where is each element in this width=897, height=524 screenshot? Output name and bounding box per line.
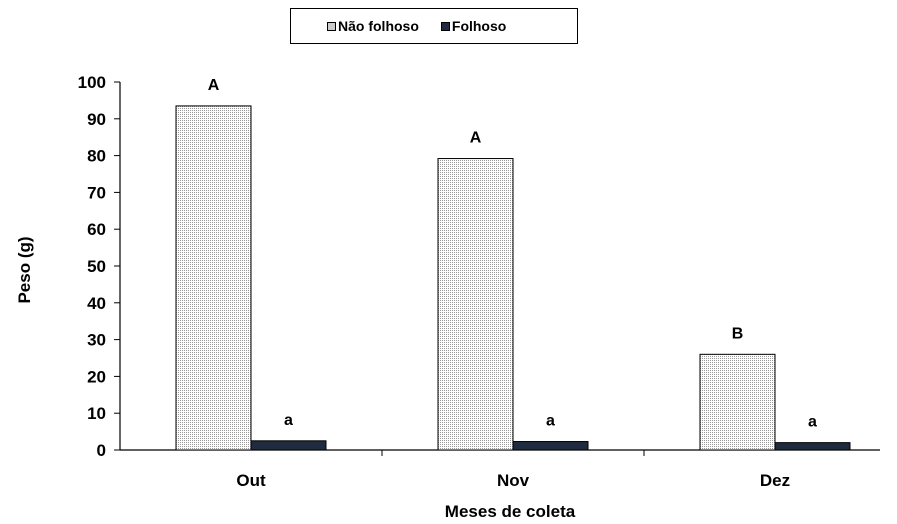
legend-label-folhoso: Folhoso [451, 18, 507, 34]
y-tick-label: 40 [87, 294, 106, 313]
x-tick-label: Dez [760, 471, 790, 490]
y-tick-label: 60 [87, 220, 106, 239]
y-tick-label: 30 [87, 331, 106, 350]
y-axis-title: Peso (g) [15, 236, 34, 303]
legend-swatch-nao-folhoso [327, 21, 336, 31]
y-tick-label: 90 [87, 110, 106, 129]
legend-label-nao-folhoso: Não folhoso [338, 18, 419, 34]
x-axis-title: Meses de coleta [445, 502, 576, 521]
x-tick-label: Nov [497, 471, 530, 490]
legend-item-nao-folhoso: Não folhoso [327, 18, 419, 34]
significance-letter: a [546, 413, 555, 430]
significance-letter: a [284, 412, 293, 429]
legend-swatch-folhoso [440, 21, 450, 31]
significance-letter: A [470, 130, 482, 147]
y-tick-label: 10 [87, 404, 106, 423]
significance-letter: a [808, 414, 817, 431]
bar-folhoso [512, 441, 589, 451]
legend: Não folhoso Folhoso [290, 8, 578, 44]
y-tick-label: 100 [78, 73, 106, 92]
x-tick-label: Out [236, 471, 266, 490]
legend-item-folhoso: Folhoso [440, 18, 507, 34]
y-tick-label: 50 [87, 257, 106, 276]
significance-letter: A [208, 77, 220, 94]
bar-folhoso [250, 440, 327, 451]
bar-nao-folhoso [437, 158, 514, 451]
y-tick-label: 0 [97, 441, 106, 460]
bar-nao-folhoso [699, 353, 776, 451]
bar-nao-folhoso [175, 105, 252, 451]
y-tick-label: 70 [87, 183, 106, 202]
y-tick-label: 80 [87, 147, 106, 166]
significance-letter: B [732, 325, 744, 342]
y-tick-label: 20 [87, 367, 106, 386]
bar-folhoso [774, 442, 851, 451]
